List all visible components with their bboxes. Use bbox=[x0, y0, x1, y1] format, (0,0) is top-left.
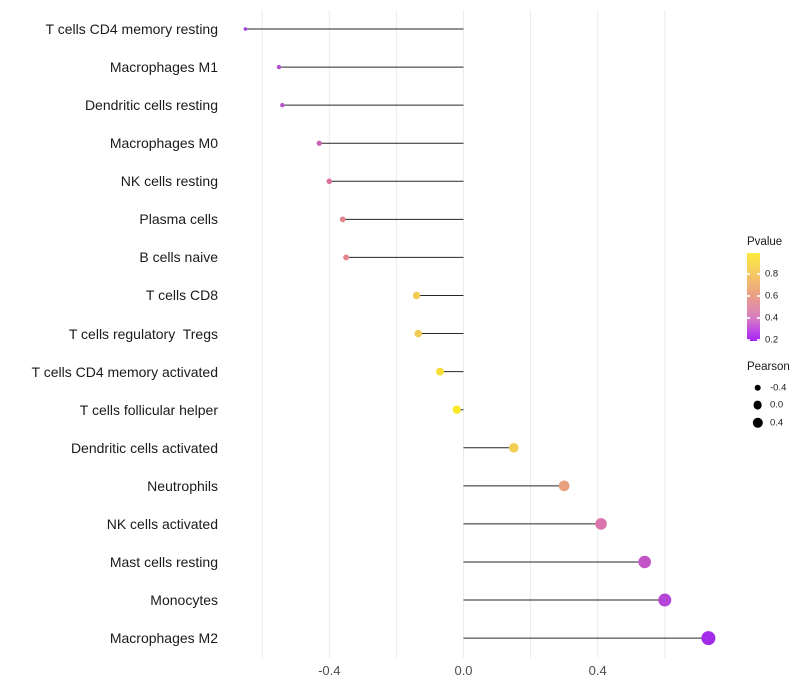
lollipop-point bbox=[412, 291, 421, 300]
y-axis-label: T cells regulatory Tregs bbox=[68, 325, 218, 342]
lollipop-point bbox=[509, 442, 519, 453]
lollipop-point bbox=[276, 64, 282, 70]
pvalue-tick-label: 0.4 bbox=[765, 312, 779, 324]
pvalue-tick-label: 0.2 bbox=[765, 334, 779, 346]
pvalue-legend-title: Pvalue bbox=[747, 236, 783, 248]
lollipop-point bbox=[658, 593, 672, 607]
y-axis-label: Plasma cells bbox=[139, 211, 218, 228]
y-axis-label: NK cells activated bbox=[106, 515, 218, 532]
y-axis-label: Mast cells resting bbox=[109, 553, 218, 570]
pvalue-tick-label: 0.8 bbox=[765, 268, 779, 280]
y-axis-label: NK cells resting bbox=[120, 173, 218, 190]
lollipop-point bbox=[243, 27, 248, 31]
pearson-legend-title: Pearson bbox=[747, 361, 790, 373]
lollipop-point bbox=[343, 254, 350, 261]
pvalue-tick-mark bbox=[747, 339, 750, 341]
pearson-size-label: 0.0 bbox=[770, 399, 784, 411]
y-axis-label: T cells CD8 bbox=[145, 287, 218, 304]
lollipop-point bbox=[595, 518, 607, 530]
lollipop-point bbox=[326, 178, 333, 185]
y-axis-label: Macrophages M1 bbox=[109, 59, 218, 76]
pvalue-gradient-bar bbox=[747, 253, 760, 341]
pearson-size-dot bbox=[753, 400, 762, 410]
lollipop-point bbox=[701, 631, 716, 646]
pearson-size-label: 0.4 bbox=[770, 416, 784, 428]
lollipop-point bbox=[414, 329, 422, 338]
y-axis-label: Dendritic cells activated bbox=[70, 439, 218, 456]
lollipop-point bbox=[436, 367, 445, 376]
pvalue-tick-mark bbox=[757, 339, 760, 341]
y-axis-label: B cells naive bbox=[139, 249, 218, 266]
lollipop-point bbox=[558, 480, 570, 492]
x-tick-label: 0.4 bbox=[588, 663, 607, 678]
pvalue-tick-mark bbox=[747, 317, 750, 319]
pvalue-tick-mark bbox=[757, 273, 760, 275]
y-axis-label: T cells CD4 memory activated bbox=[31, 363, 218, 380]
pvalue-tick-mark bbox=[747, 295, 750, 297]
pvalue-tick-mark bbox=[757, 317, 760, 319]
y-axis-label: T cells CD4 memory resting bbox=[45, 21, 218, 37]
pvalue-tick-mark bbox=[757, 295, 760, 297]
x-tick-label: -0.4 bbox=[318, 663, 341, 678]
pvalue-tick-mark bbox=[747, 273, 750, 275]
y-axis-label: Macrophages M0 bbox=[109, 135, 218, 152]
y-axis-label: Dendritic cells resting bbox=[84, 97, 218, 114]
lollipop-point bbox=[280, 102, 285, 108]
lollipop-point bbox=[638, 555, 651, 569]
lollipop-point bbox=[452, 405, 461, 414]
pearson-size-label: -0.4 bbox=[770, 381, 787, 393]
y-axis-label: Macrophages M2 bbox=[109, 630, 218, 647]
lollipop-point bbox=[316, 140, 322, 146]
x-tick-label: 0.0 bbox=[454, 663, 473, 678]
pearson-size-dot bbox=[752, 417, 763, 428]
y-axis-label: T cells follicular helper bbox=[79, 401, 218, 418]
pvalue-tick-label: 0.6 bbox=[765, 290, 779, 302]
lollipop-point bbox=[339, 216, 346, 223]
y-axis-label: Monocytes bbox=[150, 592, 218, 609]
pearson-size-dot bbox=[754, 384, 761, 391]
y-axis-label: Neutrophils bbox=[147, 477, 218, 494]
